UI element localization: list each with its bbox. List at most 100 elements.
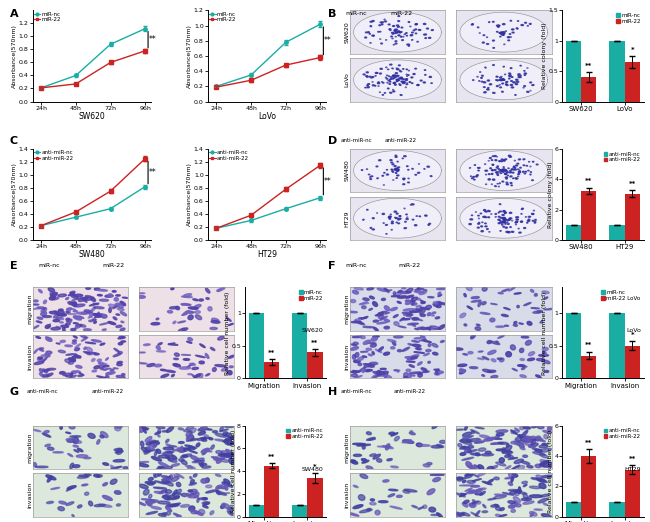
Ellipse shape [482,481,492,485]
Ellipse shape [406,296,411,299]
Ellipse shape [455,493,465,497]
Ellipse shape [370,344,376,347]
Ellipse shape [189,483,196,485]
Ellipse shape [84,457,91,459]
Ellipse shape [185,465,195,469]
Ellipse shape [533,311,543,313]
Ellipse shape [75,326,80,329]
Ellipse shape [162,513,166,515]
Ellipse shape [456,429,464,430]
Ellipse shape [468,351,473,354]
Ellipse shape [109,304,115,307]
Ellipse shape [40,358,42,359]
Ellipse shape [372,351,374,354]
Ellipse shape [511,502,517,507]
Ellipse shape [200,437,211,439]
Ellipse shape [355,352,359,357]
Ellipse shape [505,223,506,224]
Ellipse shape [205,288,210,293]
Ellipse shape [413,74,415,75]
Ellipse shape [228,324,233,325]
Ellipse shape [169,503,180,507]
Ellipse shape [417,373,422,374]
Ellipse shape [372,229,374,230]
Ellipse shape [497,80,499,81]
Ellipse shape [512,32,514,33]
Ellipse shape [512,87,514,88]
Ellipse shape [417,348,421,350]
Ellipse shape [188,374,192,375]
Ellipse shape [522,436,532,440]
Ellipse shape [198,428,205,431]
Ellipse shape [490,318,495,322]
Ellipse shape [168,494,176,499]
Ellipse shape [169,343,175,344]
anti-miR-22 [282,186,290,192]
Ellipse shape [474,489,482,492]
Ellipse shape [218,289,222,291]
Ellipse shape [89,320,93,322]
miR-22 [37,85,45,91]
Ellipse shape [436,305,441,307]
Ellipse shape [471,300,481,302]
Ellipse shape [153,487,166,489]
Ellipse shape [494,495,506,499]
Ellipse shape [404,156,406,157]
Ellipse shape [508,219,510,220]
Ellipse shape [115,451,124,453]
Ellipse shape [434,369,439,371]
Ellipse shape [151,323,160,325]
X-axis label: HT29: HT29 [257,251,277,259]
Ellipse shape [370,21,372,22]
Ellipse shape [192,367,198,370]
Ellipse shape [500,33,501,34]
Ellipse shape [363,340,370,345]
Text: B: B [328,9,337,19]
Ellipse shape [72,515,74,517]
Ellipse shape [410,355,419,358]
Ellipse shape [351,344,356,346]
Ellipse shape [370,364,375,367]
Ellipse shape [493,21,494,22]
Ellipse shape [150,441,159,443]
Ellipse shape [351,374,358,377]
Ellipse shape [192,374,196,379]
Ellipse shape [65,375,68,377]
Ellipse shape [205,374,210,376]
Ellipse shape [220,454,234,456]
Ellipse shape [381,43,382,44]
Ellipse shape [68,361,73,364]
Ellipse shape [430,474,445,476]
Ellipse shape [515,443,521,445]
Ellipse shape [508,155,511,156]
Ellipse shape [419,339,426,341]
Ellipse shape [397,169,399,171]
Ellipse shape [155,364,162,367]
Polygon shape [354,60,441,100]
Ellipse shape [462,447,467,449]
Ellipse shape [502,170,503,171]
Ellipse shape [406,214,407,215]
Ellipse shape [227,507,231,510]
Ellipse shape [478,472,486,476]
Ellipse shape [222,482,229,486]
Ellipse shape [150,442,153,444]
Ellipse shape [352,290,359,294]
Ellipse shape [460,370,465,374]
Ellipse shape [502,289,509,292]
Ellipse shape [415,68,417,69]
Ellipse shape [397,370,400,372]
Bar [307,478,322,517]
Ellipse shape [372,77,374,78]
Ellipse shape [365,369,370,372]
Text: anti-miR-22: anti-miR-22 [91,389,124,395]
Ellipse shape [412,308,417,312]
Ellipse shape [73,437,79,444]
Ellipse shape [68,454,73,457]
Ellipse shape [380,316,387,321]
miR-nc [282,39,290,45]
Ellipse shape [467,480,475,483]
Ellipse shape [155,481,166,484]
Ellipse shape [148,482,154,485]
Ellipse shape [535,219,536,220]
